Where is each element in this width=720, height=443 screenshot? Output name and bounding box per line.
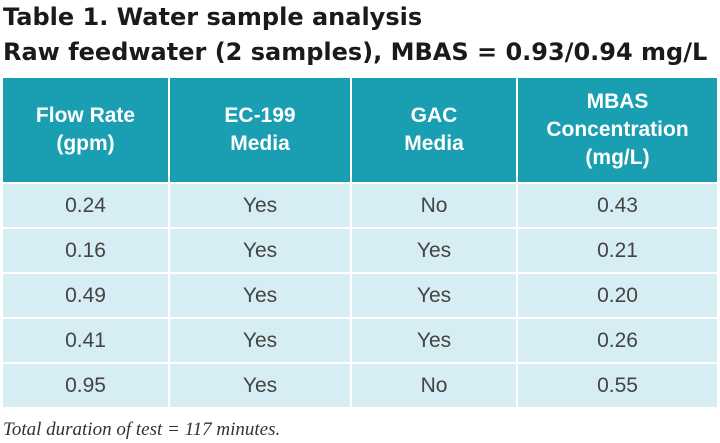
cell-flow-rate: 0.24: [3, 182, 170, 228]
cell-gac-media: Yes: [351, 272, 518, 318]
cell-flow-rate: 0.95: [3, 362, 170, 407]
table-title: Table 1. Water sample analysis: [3, 3, 423, 31]
table-subtitle: Raw feedwater (2 samples), MBAS = 0.93/0…: [3, 38, 708, 66]
footnote: Total duration of test = 117 minutes.: [3, 419, 281, 440]
cell-ec199-media: Yes: [169, 227, 352, 273]
table-row: 0.24 Yes No 0.43: [3, 182, 717, 228]
header-flow-rate: Flow Rate (gpm): [3, 78, 170, 183]
cell-mbas-concentration: 0.26: [517, 317, 717, 363]
cell-ec199-media: Yes: [169, 362, 352, 407]
table-row: 0.41 Yes Yes 0.26: [3, 317, 717, 363]
cell-flow-rate: 0.49: [3, 272, 170, 318]
cell-gac-media: Yes: [351, 317, 518, 363]
cell-flow-rate: 0.41: [3, 317, 170, 363]
table-row: 0.95 Yes No 0.55: [3, 362, 717, 407]
table-row: 0.16 Yes Yes 0.21: [3, 227, 717, 273]
header-row: Flow Rate (gpm) EC-199 Media GAC Media M…: [3, 78, 717, 183]
cell-gac-media: Yes: [351, 227, 518, 273]
header-gac-media: GAC Media: [351, 78, 518, 183]
cell-mbas-concentration: 0.43: [517, 182, 717, 228]
cell-ec199-media: Yes: [169, 317, 352, 363]
cell-mbas-concentration: 0.55: [517, 362, 717, 407]
cell-ec199-media: Yes: [169, 272, 352, 318]
table-row: 0.49 Yes Yes 0.20: [3, 272, 717, 318]
header-ec199-media: EC-199 Media: [169, 78, 352, 183]
header-mbas-concentration: MBAS Concentration (mg/L): [517, 78, 717, 183]
cell-gac-media: No: [351, 362, 518, 407]
cell-ec199-media: Yes: [169, 182, 352, 228]
cell-gac-media: No: [351, 182, 518, 228]
cell-mbas-concentration: 0.20: [517, 272, 717, 318]
cell-flow-rate: 0.16: [3, 227, 170, 273]
cell-mbas-concentration: 0.21: [517, 227, 717, 273]
analysis-table: Flow Rate (gpm) EC-199 Media GAC Media M…: [3, 78, 717, 407]
